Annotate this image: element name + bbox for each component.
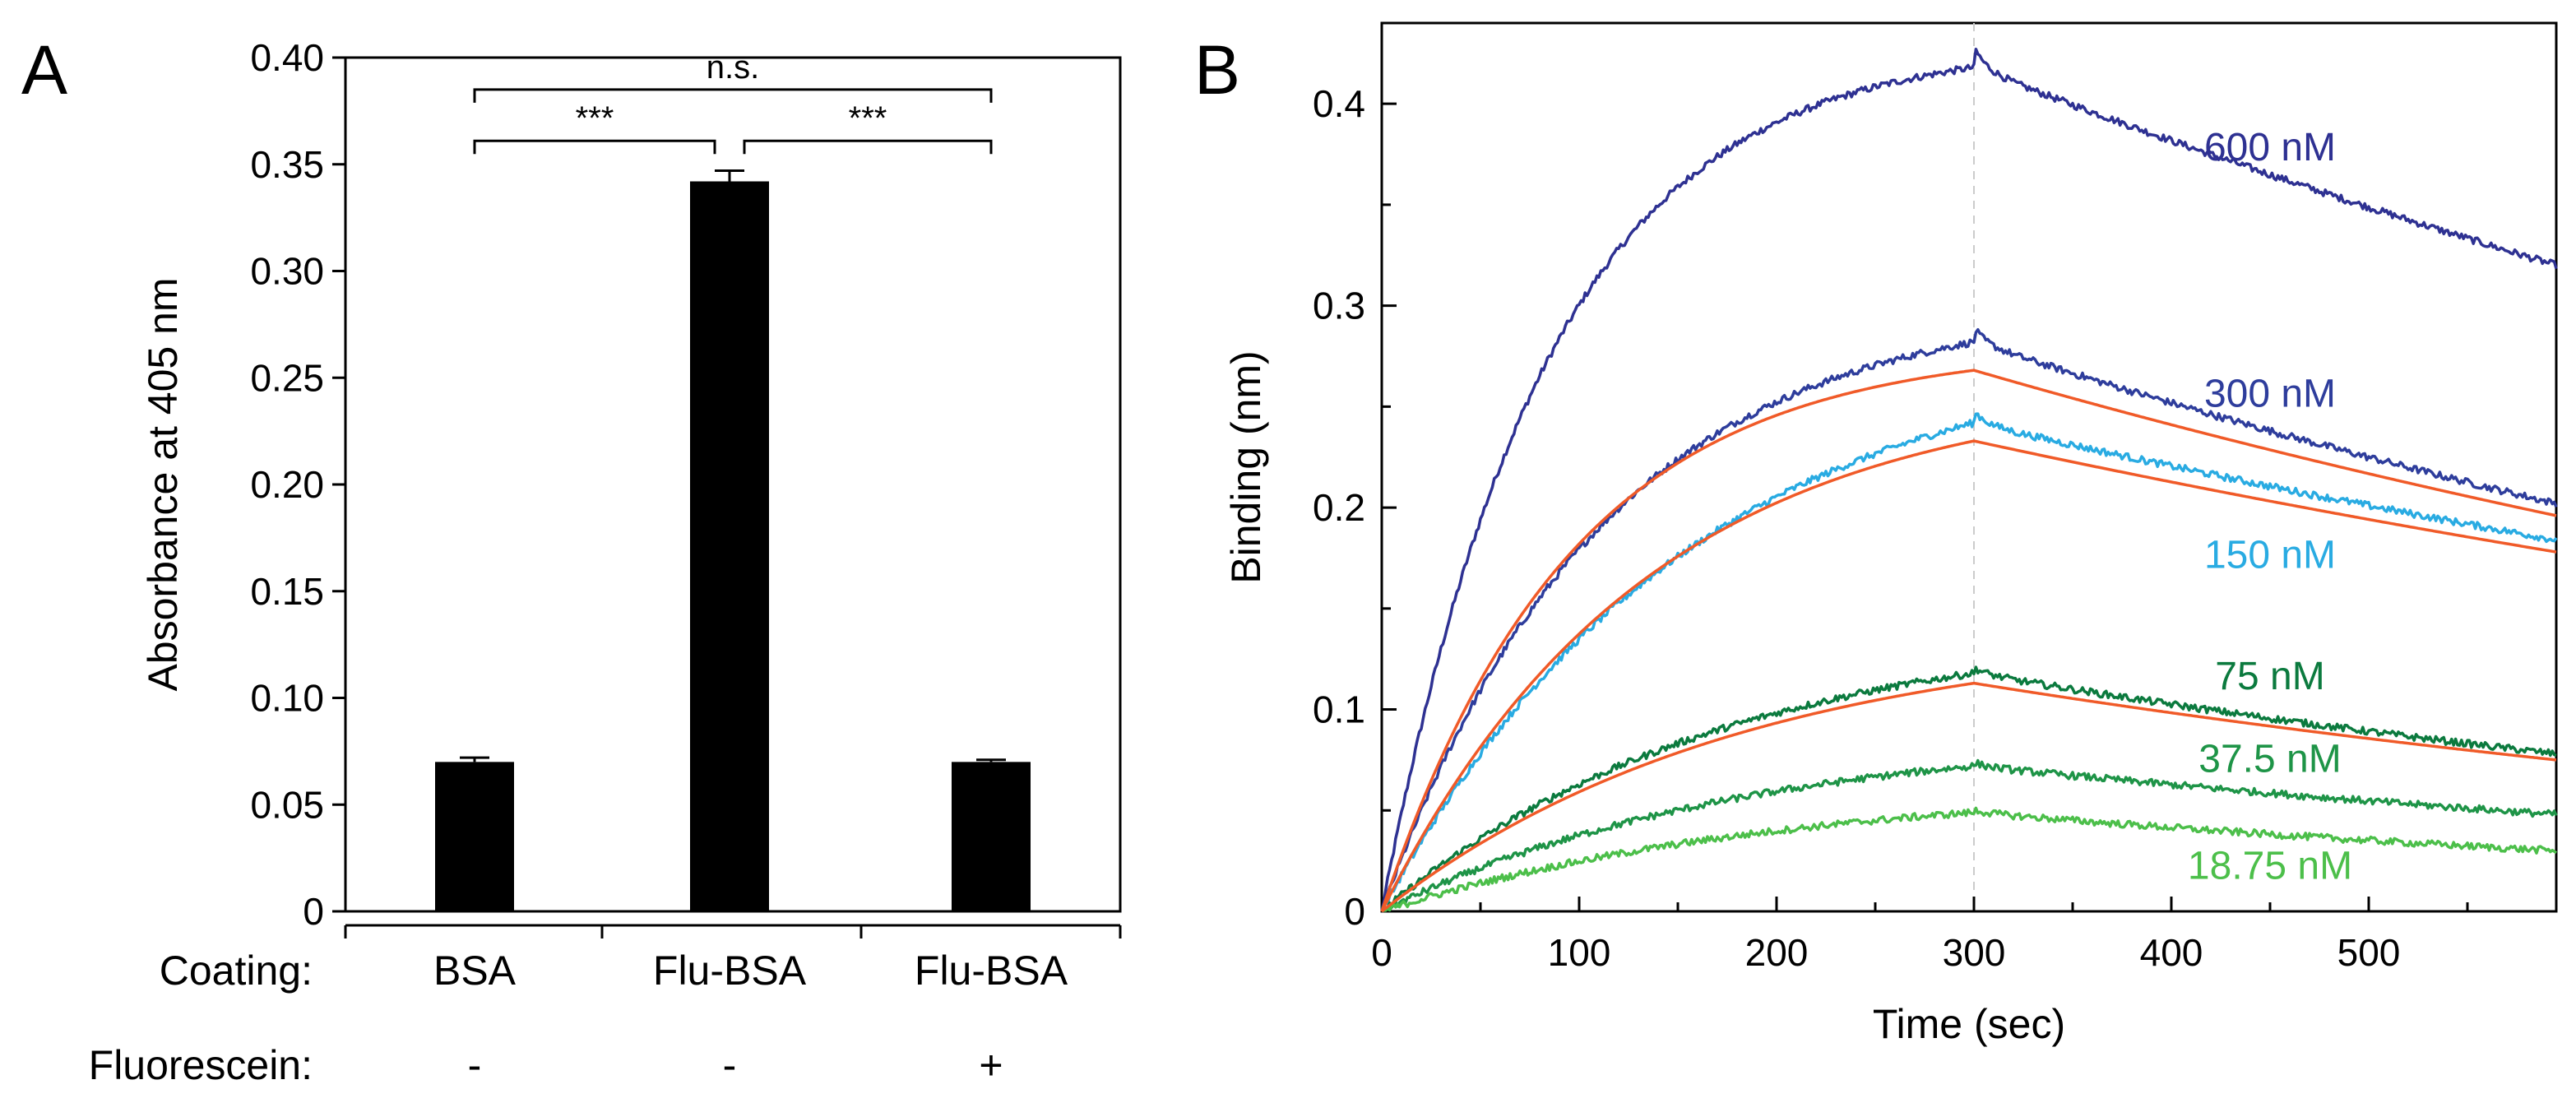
series-line bbox=[1380, 47, 2558, 911]
bar bbox=[435, 762, 514, 911]
series-label: 37.5 nM bbox=[2198, 738, 2341, 781]
series-label: 150 nM bbox=[2204, 534, 2336, 577]
y-tick-label: 0.25 bbox=[250, 356, 324, 399]
y-tick-label: 0.30 bbox=[250, 250, 324, 293]
series-label: 75 nM bbox=[2215, 655, 2324, 698]
significance-label: *** bbox=[849, 100, 887, 137]
significance-bracket bbox=[743, 139, 993, 155]
fit-line bbox=[1380, 368, 2557, 912]
y-tick-label: 0.1 bbox=[1313, 688, 1365, 731]
significance-label: *** bbox=[576, 100, 614, 137]
x-tick-label: 300 bbox=[1943, 931, 2006, 974]
series-line bbox=[1381, 327, 2558, 911]
y-tick-label: 0.05 bbox=[250, 783, 324, 826]
y-tick-label: 0.35 bbox=[250, 143, 324, 186]
x-tick-label: 400 bbox=[2140, 931, 2203, 974]
y-tick-label: 0.15 bbox=[250, 570, 324, 613]
y-tick-label: 0.20 bbox=[250, 463, 324, 506]
x-tick-label: 500 bbox=[2337, 931, 2401, 974]
y-tick-label: 0.2 bbox=[1313, 486, 1365, 529]
y-tick-label: 0.40 bbox=[250, 36, 324, 79]
series-line bbox=[1380, 758, 2558, 912]
fluorescein-sign: + bbox=[979, 1042, 1003, 1088]
y-tick-label: 0.10 bbox=[250, 677, 324, 720]
panel-a: A 0 0.05 0.10 0.15 0.20 0.25 0.30 0.35 0.40 Absorb… bbox=[21, 31, 1122, 1088]
series-label: 600 nM bbox=[2204, 126, 2336, 169]
panel-b: B 0 100 200 300 400 500 0 0.1 0.2 0.3 0.4 Time (sec)… bbox=[1194, 21, 2558, 1047]
y-tick-label: 0 bbox=[303, 890, 324, 933]
category-label: Flu-BSA bbox=[653, 948, 807, 994]
category-label: BSA bbox=[433, 948, 517, 994]
y-tick-label: 0 bbox=[1344, 890, 1365, 933]
y-axis-title: Binding (nm) bbox=[1223, 350, 1269, 583]
x-tick-label: 100 bbox=[1548, 931, 1611, 974]
x-axis-title: Time (sec) bbox=[1873, 1001, 2065, 1047]
series-line bbox=[1380, 412, 2558, 913]
fluorescein-row-label: Fluorescein: bbox=[89, 1042, 313, 1088]
fit-line bbox=[1380, 681, 2557, 913]
fluorescein-sign: - bbox=[468, 1042, 482, 1088]
panel-letter-b: B bbox=[1194, 31, 1240, 109]
y-axis-title: Absorbance at 405 nm bbox=[140, 277, 186, 691]
significance-bracket bbox=[473, 88, 993, 103]
x-tick-label: 200 bbox=[1745, 931, 1809, 974]
bar bbox=[690, 181, 769, 911]
panel-letter-a: A bbox=[21, 31, 67, 109]
series-line bbox=[1380, 665, 2557, 912]
fit-line bbox=[1380, 439, 2557, 912]
series-label: 300 nM bbox=[2204, 372, 2336, 415]
fluorescein-sign: - bbox=[723, 1042, 737, 1088]
category-label: Flu-BSA bbox=[915, 948, 1068, 994]
coating-row-label: Coating: bbox=[160, 948, 313, 994]
series-line bbox=[1380, 806, 2558, 912]
bar bbox=[952, 762, 1031, 911]
significance-label: n.s. bbox=[707, 49, 759, 86]
y-tick-label: 0.4 bbox=[1313, 82, 1365, 125]
x-tick-label: 0 bbox=[1371, 931, 1392, 974]
y-tick-label: 0.3 bbox=[1313, 285, 1365, 327]
significance-bracket bbox=[473, 139, 716, 155]
series-label: 18.75 nM bbox=[2188, 845, 2352, 888]
plot-frame-b bbox=[1380, 21, 2558, 913]
